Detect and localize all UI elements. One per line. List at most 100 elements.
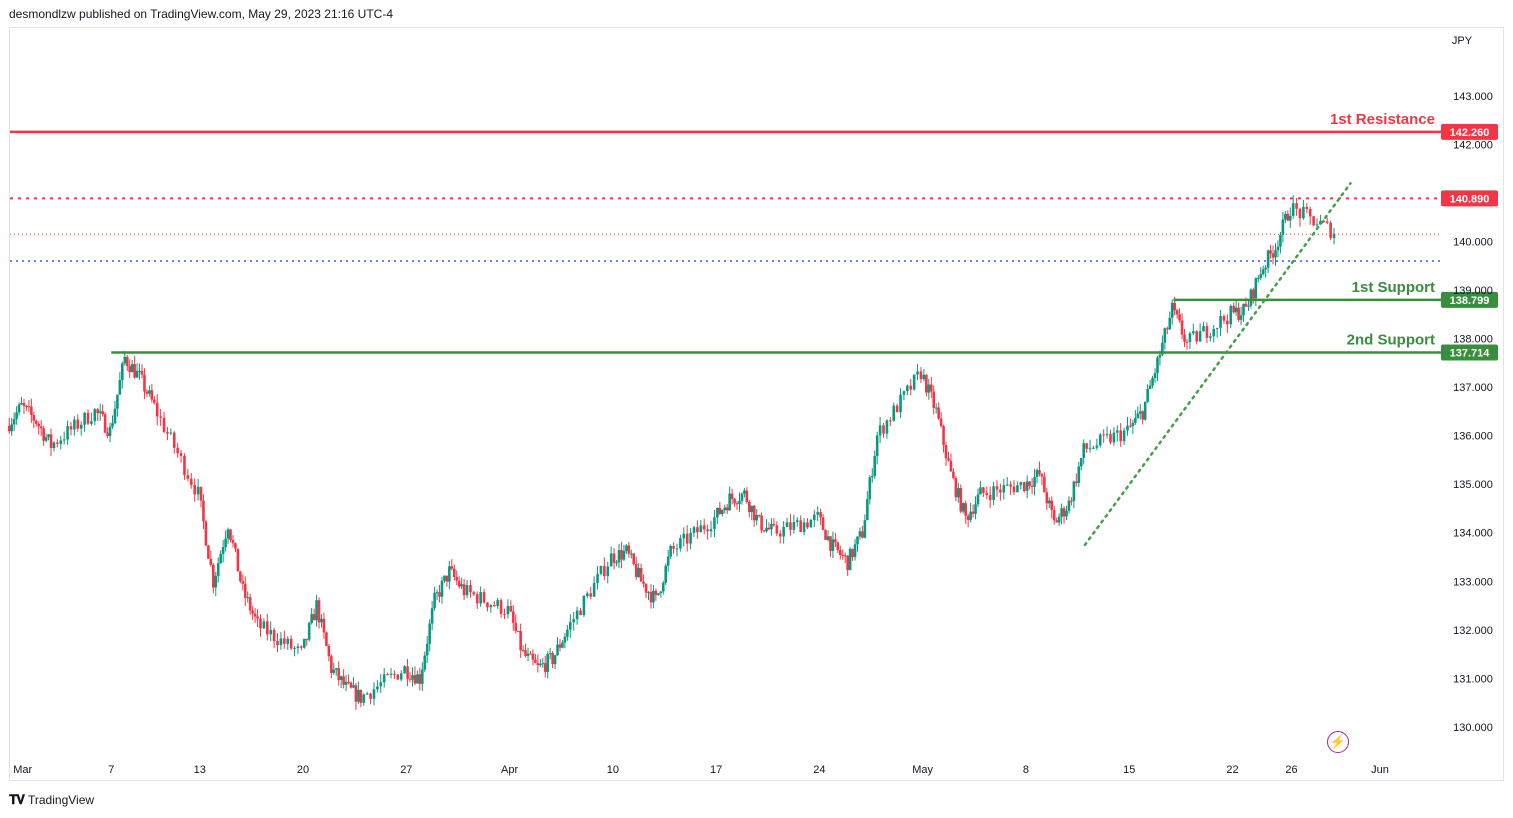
candle-body bbox=[52, 442, 56, 449]
candle-body bbox=[834, 539, 837, 543]
candle-body bbox=[1129, 425, 1132, 427]
candle-body bbox=[622, 550, 626, 560]
candle-body bbox=[1126, 425, 1129, 431]
candle-body bbox=[125, 356, 129, 366]
candle-body bbox=[1033, 476, 1036, 487]
candle-body bbox=[262, 621, 266, 629]
candle-body bbox=[1332, 233, 1336, 239]
candle-body bbox=[445, 575, 449, 582]
candle-body bbox=[899, 394, 902, 413]
candle-body bbox=[150, 390, 154, 400]
candle-body bbox=[302, 638, 306, 648]
candle-body bbox=[738, 500, 741, 505]
x-tick-label: May bbox=[912, 764, 933, 776]
candle-body bbox=[966, 515, 970, 520]
candle-body bbox=[838, 550, 842, 556]
candle-body bbox=[816, 512, 819, 515]
candle-body bbox=[536, 662, 540, 666]
candle-body bbox=[482, 592, 486, 603]
candle-body bbox=[995, 486, 999, 490]
candle-body bbox=[728, 493, 731, 511]
candle-body bbox=[789, 522, 792, 530]
candle-body bbox=[413, 675, 417, 684]
candle-body bbox=[617, 549, 621, 563]
rising-trendline[interactable] bbox=[1083, 182, 1352, 547]
candle-body bbox=[649, 592, 653, 603]
candle-body bbox=[589, 593, 593, 597]
candle-body bbox=[216, 563, 220, 576]
candle-body bbox=[418, 674, 422, 684]
candle-body bbox=[1143, 401, 1147, 420]
candle-body bbox=[90, 421, 93, 424]
candle-body bbox=[1249, 289, 1253, 306]
candle-body bbox=[1226, 320, 1229, 325]
candle-body bbox=[73, 419, 76, 430]
candle-body bbox=[959, 488, 963, 512]
candle-body bbox=[1266, 250, 1270, 268]
candle-body bbox=[44, 437, 48, 441]
candle-body bbox=[1122, 430, 1126, 442]
candle-body bbox=[259, 618, 262, 629]
candle-body bbox=[675, 548, 679, 550]
candle-body bbox=[212, 564, 215, 588]
x-tick-label: 7 bbox=[108, 764, 114, 776]
candle-body bbox=[1178, 314, 1181, 321]
lightning-icon[interactable]: ⚡ bbox=[1327, 731, 1349, 753]
candle-body bbox=[1195, 331, 1199, 342]
candle-body bbox=[204, 521, 208, 546]
candle-body bbox=[186, 475, 190, 479]
candle-body bbox=[829, 536, 832, 551]
candle-body bbox=[720, 509, 724, 515]
candle-body bbox=[1141, 411, 1145, 420]
candle-body bbox=[452, 568, 456, 577]
candle-body bbox=[912, 374, 916, 390]
candle-body bbox=[337, 668, 341, 680]
candle-body bbox=[1244, 303, 1248, 307]
y-tick-label: 130.000 bbox=[1453, 722, 1493, 734]
candle-body bbox=[307, 623, 311, 640]
candle-body bbox=[1012, 486, 1016, 493]
candle-body bbox=[1136, 413, 1140, 418]
candle-body bbox=[1009, 484, 1012, 487]
candle-body bbox=[496, 600, 499, 607]
candle-body bbox=[209, 558, 213, 565]
y-tick-label: 135.000 bbox=[1453, 479, 1493, 491]
candle-body bbox=[27, 406, 31, 408]
candle-body bbox=[892, 405, 896, 421]
candle-body bbox=[236, 548, 240, 572]
candle-body bbox=[566, 629, 569, 637]
x-tick-label: 17 bbox=[710, 764, 722, 776]
candle-body bbox=[101, 411, 104, 415]
candle-body bbox=[1188, 333, 1192, 342]
candle-body bbox=[569, 622, 572, 630]
candle-body bbox=[947, 458, 950, 461]
candle-body bbox=[666, 556, 670, 566]
candle-body bbox=[76, 419, 80, 429]
x-tick-label: 22 bbox=[1226, 764, 1238, 776]
y-tick-label: 143.000 bbox=[1453, 91, 1493, 103]
candle-body bbox=[66, 426, 69, 440]
candle-body bbox=[543, 663, 547, 672]
candle-body bbox=[96, 409, 100, 414]
candle-body bbox=[919, 371, 923, 380]
candle-body bbox=[1173, 302, 1176, 311]
candle-body bbox=[1168, 317, 1172, 330]
candle-body bbox=[30, 406, 33, 415]
candle-body bbox=[479, 592, 482, 604]
candle-body bbox=[1156, 357, 1159, 374]
candle-body bbox=[516, 630, 520, 632]
candle-body bbox=[113, 408, 117, 424]
candle-body bbox=[492, 605, 496, 607]
candle-body bbox=[1329, 222, 1332, 239]
candle-body bbox=[1038, 470, 1041, 475]
candle-body bbox=[339, 676, 343, 680]
candle-body bbox=[716, 507, 719, 518]
candle-body bbox=[10, 424, 13, 432]
candle-body bbox=[118, 379, 122, 395]
candle-body bbox=[450, 566, 454, 569]
candle-body bbox=[745, 490, 749, 503]
candle-body bbox=[519, 631, 522, 651]
candle-body bbox=[349, 682, 353, 688]
candle-body bbox=[1057, 516, 1061, 523]
